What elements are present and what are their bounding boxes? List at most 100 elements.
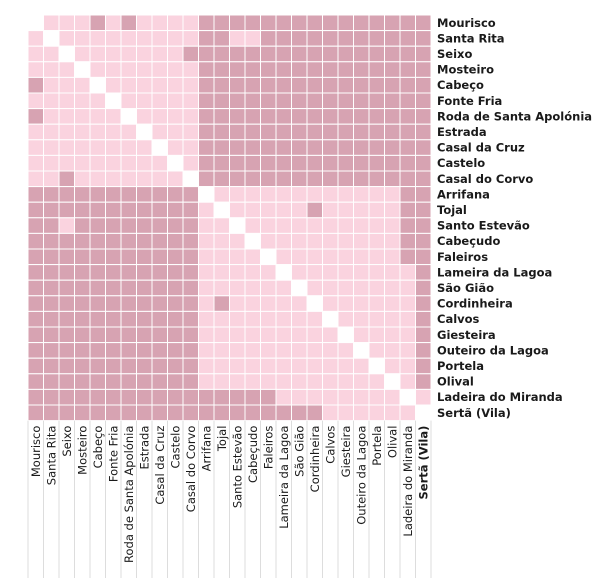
matrix-cell-r13-c21 [337, 201, 354, 219]
matrix-cell-r21-c15 [244, 326, 261, 344]
matrix-cell-r22-c8 [136, 342, 153, 359]
matrix-cell-r10-c18 [291, 154, 308, 172]
matrix-cell-r21-c13 [213, 326, 230, 344]
matrix-cell-r21-c14 [229, 326, 246, 344]
matrix-cell-r24-c15 [244, 373, 261, 390]
matrix-cell-r17-c18 [291, 264, 308, 281]
row-label-faleiros: Faleiros [437, 250, 488, 264]
matrix-cell-r22-c3 [58, 342, 75, 359]
matrix-cell-r18-c19 [306, 279, 323, 297]
matrix-cell-r13-c26 [415, 201, 432, 219]
matrix-cell-r15-c3 [58, 232, 75, 250]
matrix-cell-r3-c2 [43, 45, 60, 63]
matrix-cell-r26-c10 [167, 404, 184, 422]
matrix-cell-r9-c11 [182, 139, 199, 156]
matrix-cell-r14-c9 [151, 217, 168, 234]
matrix-cell-r25-c9 [151, 388, 168, 406]
matrix-cell-r24-c8 [136, 373, 153, 390]
matrix-cell-r23-c13 [213, 357, 230, 375]
matrix-cell-r5-c7 [120, 76, 137, 94]
matrix-cell-r12-c21 [337, 186, 354, 203]
matrix-cell-r11-c12 [198, 170, 215, 188]
matrix-cell-r11-c5 [89, 170, 106, 188]
matrix-cell-r24-c21 [337, 373, 354, 390]
matrix-cell-r18-c25 [399, 279, 416, 297]
matrix-cell-r18-c9 [151, 279, 168, 297]
matrix-cell-r3-c11 [182, 45, 199, 63]
matrix-cell-r2-c14 [229, 30, 246, 47]
matrix-cell-r1-c22 [353, 14, 370, 32]
matrix-cell-r9-c13 [213, 139, 230, 156]
matrix-cell-r9-c20 [322, 139, 339, 156]
matrix-cell-r21-c12 [198, 326, 215, 344]
matrix-cell-r8-c11 [182, 123, 199, 141]
matrix-cell-r22-c7 [120, 342, 137, 359]
matrix-cell-r17-c12 [198, 264, 215, 281]
matrix-cell-r18-c6 [105, 279, 122, 297]
matrix-cell-r17-c16 [260, 264, 277, 281]
matrix-cell-r3-c22 [353, 45, 370, 63]
matrix-cell-r4-c24 [384, 61, 401, 78]
matrix-cell-r18-c7 [120, 279, 137, 297]
matrix-cell-r26-c26 [415, 404, 432, 422]
matrix-cell-r26-c25 [399, 404, 416, 422]
matrix-cell-r13-c14 [229, 201, 246, 219]
matrix-cell-r11-c1 [27, 170, 44, 188]
matrix-cell-r15-c20 [322, 232, 339, 250]
matrix-cell-r14-c4 [74, 217, 91, 234]
matrix-cell-r17-c19 [306, 264, 323, 281]
matrix-cell-r21-c24 [384, 326, 401, 344]
matrix-cell-r21-c2 [43, 326, 60, 344]
matrix-cell-r18-c24 [384, 279, 401, 297]
row-label-cabeco: Cabeço [437, 78, 484, 92]
matrix-cell-r4-c4 [74, 61, 91, 78]
matrix-cell-r17-c7 [120, 264, 137, 281]
matrix-cell-r22-c11 [182, 342, 199, 359]
matrix-cell-r7-c20 [322, 108, 339, 125]
matrix-cell-r9-c15 [244, 139, 261, 156]
matrix-cell-r25-c5 [89, 388, 106, 406]
matrix-cell-r13-c10 [167, 201, 184, 219]
matrix-cell-r14-c11 [182, 217, 199, 234]
matrix-cell-r11-c22 [353, 170, 370, 188]
matrix-cell-r13-c13 [213, 201, 230, 219]
matrix-cell-r4-c5 [89, 61, 106, 78]
matrix-cell-r8-c22 [353, 123, 370, 141]
column-label-casal-da-cruz: Casal da Cruz [153, 426, 167, 505]
matrix-cell-r14-c5 [89, 217, 106, 234]
matrix-cell-r22-c25 [399, 342, 416, 359]
column-label-cabecudo: Cabeçudo [246, 426, 260, 483]
matrix-cell-r2-c25 [399, 30, 416, 47]
matrix-cell-r17-c4 [74, 264, 91, 281]
matrix-cell-r5-c11 [182, 76, 199, 94]
matrix-cell-r10-c11 [182, 154, 199, 172]
column-label-lameira-da-lagoa: Lameira da Lagoa [277, 426, 291, 529]
matrix-cell-r1-c13 [213, 14, 230, 32]
matrix-cell-r21-c6 [105, 326, 122, 344]
matrix-cell-r2-c10 [167, 30, 184, 47]
matrix-cell-r22-c21 [337, 342, 354, 359]
matrix-cell-r3-c18 [291, 45, 308, 63]
matrix-cell-r16-c15 [244, 248, 261, 266]
matrix-cell-r20-c2 [43, 310, 60, 328]
matrix-cell-r15-c19 [306, 232, 323, 250]
matrix-cell-r3-c5 [89, 45, 106, 63]
matrix-cell-r12-c11 [182, 186, 199, 203]
matrix-cell-r21-c21 [337, 326, 354, 344]
matrix-cell-r12-c25 [399, 186, 416, 203]
matrix-cell-r15-c18 [291, 232, 308, 250]
matrix-cell-r23-c19 [306, 357, 323, 375]
column-label-faleiros: Faleiros [261, 426, 275, 470]
matrix-cell-r20-c19 [306, 310, 323, 328]
matrix-cell-r24-c16 [260, 373, 277, 390]
matrix-cell-r7-c2 [43, 108, 60, 125]
matrix-cell-r10-c22 [353, 154, 370, 172]
matrix-cell-r19-c23 [368, 295, 385, 312]
matrix-cell-r17-c25 [399, 264, 416, 281]
matrix-cell-r6-c16 [260, 92, 277, 110]
matrix-cell-r3-c14 [229, 45, 246, 63]
matrix-cell-r25-c18 [291, 388, 308, 406]
matrix-cell-r17-c2 [43, 264, 60, 281]
matrix-cell-r24-c12 [198, 373, 215, 390]
matrix-cell-r25-c4 [74, 388, 91, 406]
